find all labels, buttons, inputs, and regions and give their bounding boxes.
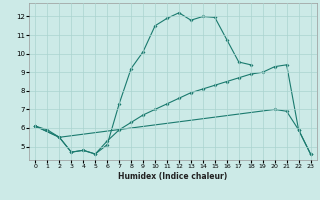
X-axis label: Humidex (Indice chaleur): Humidex (Indice chaleur) <box>118 172 228 181</box>
